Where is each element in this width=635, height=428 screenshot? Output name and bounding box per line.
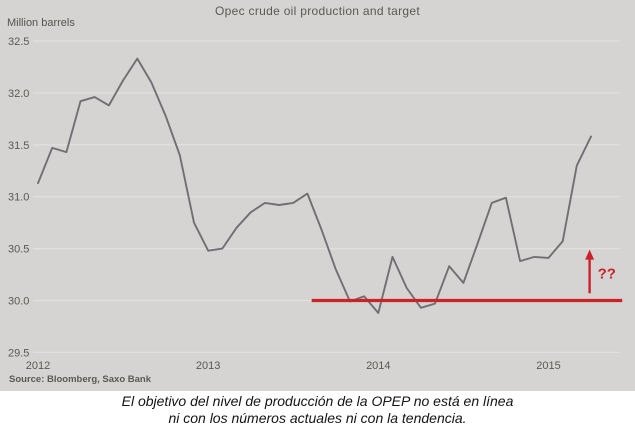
annotation-arrow-head — [585, 249, 595, 260]
x-tick-label: 2015 — [536, 360, 560, 372]
x-tick-label: 2012 — [26, 360, 50, 372]
y-tick-label: 29.5 — [8, 347, 29, 359]
caption: El objetivo del nivel de producción de l… — [0, 391, 635, 428]
y-tick-label: 30.5 — [8, 244, 29, 256]
caption-line-1: El objetivo del nivel de producción de l… — [121, 393, 514, 409]
y-tick-label: 32.5 — [8, 36, 29, 48]
source-attribution: Source: Bloomberg, Saxo Bank — [9, 374, 152, 385]
y-tick-label: 32.0 — [8, 88, 29, 100]
x-tick-label: 2013 — [196, 360, 220, 372]
chart-area: Opec crude oil production and target Mil… — [0, 0, 635, 391]
y-tick-label: 31.5 — [8, 140, 29, 152]
x-tick-label: 2014 — [366, 360, 390, 372]
caption-line-2: ni con los números actuales ni con la te… — [168, 409, 467, 426]
annotation-label: ?? — [598, 266, 616, 283]
y-tick-label: 31.0 — [8, 192, 29, 204]
y-tick-label: 30.0 — [8, 296, 29, 308]
chart-title: Opec crude oil production and target — [215, 4, 420, 18]
y-axis-unit-label: Million barrels — [7, 17, 75, 29]
production-line — [37, 57, 592, 314]
